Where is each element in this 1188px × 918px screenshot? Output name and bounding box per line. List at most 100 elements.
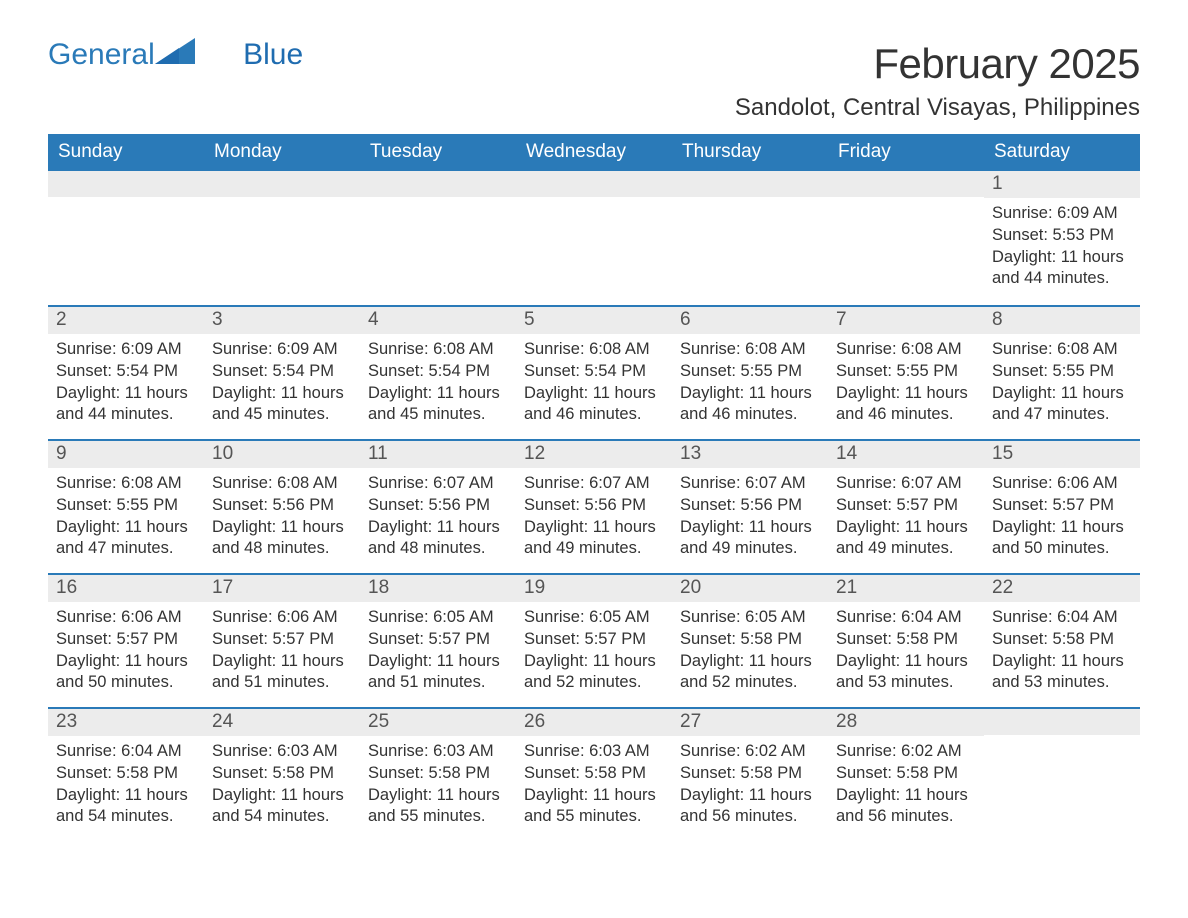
daylight-text: Daylight: 11 hours and 56 minutes. bbox=[680, 785, 820, 829]
title-block: February 2025 Sandolot, Central Visayas,… bbox=[735, 40, 1140, 122]
day-cell: 15Sunrise: 6:06 AMSunset: 5:57 PMDayligh… bbox=[984, 441, 1140, 573]
day-number bbox=[828, 171, 984, 197]
sunset-text: Sunset: 5:56 PM bbox=[524, 495, 664, 517]
sunset-text: Sunset: 5:58 PM bbox=[992, 629, 1132, 651]
day-body: Sunrise: 6:06 AMSunset: 5:57 PMDaylight:… bbox=[984, 468, 1140, 566]
week-row: 9Sunrise: 6:08 AMSunset: 5:55 PMDaylight… bbox=[48, 439, 1140, 573]
header: General Blue February 2025 Sandolot, Cen… bbox=[48, 40, 1140, 122]
daylight-text: Daylight: 11 hours and 46 minutes. bbox=[680, 383, 820, 427]
day-cell: 2Sunrise: 6:09 AMSunset: 5:54 PMDaylight… bbox=[48, 307, 204, 439]
day-body bbox=[516, 197, 672, 208]
day-number: 2 bbox=[48, 307, 204, 334]
day-cell: 7Sunrise: 6:08 AMSunset: 5:55 PMDaylight… bbox=[828, 307, 984, 439]
days-of-week-row: Sunday Monday Tuesday Wednesday Thursday… bbox=[48, 134, 1140, 171]
day-cell: 23Sunrise: 6:04 AMSunset: 5:58 PMDayligh… bbox=[48, 709, 204, 841]
day-number: 6 bbox=[672, 307, 828, 334]
day-number: 8 bbox=[984, 307, 1140, 334]
sunrise-text: Sunrise: 6:04 AM bbox=[992, 607, 1132, 629]
day-body: Sunrise: 6:08 AMSunset: 5:54 PMDaylight:… bbox=[516, 334, 672, 432]
sunrise-text: Sunrise: 6:05 AM bbox=[368, 607, 508, 629]
sunrise-text: Sunrise: 6:07 AM bbox=[368, 473, 508, 495]
day-body: Sunrise: 6:07 AMSunset: 5:56 PMDaylight:… bbox=[672, 468, 828, 566]
daylight-text: Daylight: 11 hours and 51 minutes. bbox=[368, 651, 508, 695]
day-cell: 1Sunrise: 6:09 AMSunset: 5:53 PMDaylight… bbox=[984, 171, 1140, 305]
day-body: Sunrise: 6:05 AMSunset: 5:57 PMDaylight:… bbox=[360, 602, 516, 700]
day-body: Sunrise: 6:09 AMSunset: 5:54 PMDaylight:… bbox=[204, 334, 360, 432]
week-row: 23Sunrise: 6:04 AMSunset: 5:58 PMDayligh… bbox=[48, 707, 1140, 841]
sunset-text: Sunset: 5:55 PM bbox=[56, 495, 196, 517]
day-cell: 26Sunrise: 6:03 AMSunset: 5:58 PMDayligh… bbox=[516, 709, 672, 841]
daylight-text: Daylight: 11 hours and 44 minutes. bbox=[56, 383, 196, 427]
sunrise-text: Sunrise: 6:04 AM bbox=[836, 607, 976, 629]
day-number bbox=[516, 171, 672, 197]
day-body: Sunrise: 6:05 AMSunset: 5:58 PMDaylight:… bbox=[672, 602, 828, 700]
sunrise-text: Sunrise: 6:08 AM bbox=[56, 473, 196, 495]
sunrise-text: Sunrise: 6:02 AM bbox=[680, 741, 820, 763]
sunset-text: Sunset: 5:54 PM bbox=[212, 361, 352, 383]
sunset-text: Sunset: 5:55 PM bbox=[992, 361, 1132, 383]
day-body: Sunrise: 6:09 AMSunset: 5:54 PMDaylight:… bbox=[48, 334, 204, 432]
day-number: 11 bbox=[360, 441, 516, 468]
day-body bbox=[984, 735, 1140, 746]
sunrise-text: Sunrise: 6:06 AM bbox=[56, 607, 196, 629]
day-number: 12 bbox=[516, 441, 672, 468]
sunrise-text: Sunrise: 6:08 AM bbox=[524, 339, 664, 361]
day-body: Sunrise: 6:08 AMSunset: 5:54 PMDaylight:… bbox=[360, 334, 516, 432]
daylight-text: Daylight: 11 hours and 49 minutes. bbox=[524, 517, 664, 561]
day-body: Sunrise: 6:08 AMSunset: 5:55 PMDaylight:… bbox=[48, 468, 204, 566]
day-body: Sunrise: 6:05 AMSunset: 5:57 PMDaylight:… bbox=[516, 602, 672, 700]
day-cell: 14Sunrise: 6:07 AMSunset: 5:57 PMDayligh… bbox=[828, 441, 984, 573]
day-number: 28 bbox=[828, 709, 984, 736]
day-body: Sunrise: 6:08 AMSunset: 5:55 PMDaylight:… bbox=[828, 334, 984, 432]
day-body: Sunrise: 6:03 AMSunset: 5:58 PMDaylight:… bbox=[204, 736, 360, 834]
day-body: Sunrise: 6:06 AMSunset: 5:57 PMDaylight:… bbox=[204, 602, 360, 700]
day-body: Sunrise: 6:07 AMSunset: 5:56 PMDaylight:… bbox=[360, 468, 516, 566]
sunset-text: Sunset: 5:56 PM bbox=[212, 495, 352, 517]
day-cell: 21Sunrise: 6:04 AMSunset: 5:58 PMDayligh… bbox=[828, 575, 984, 707]
sunset-text: Sunset: 5:58 PM bbox=[680, 763, 820, 785]
day-number: 21 bbox=[828, 575, 984, 602]
day-cell bbox=[672, 171, 828, 305]
sunrise-text: Sunrise: 6:07 AM bbox=[524, 473, 664, 495]
day-number: 22 bbox=[984, 575, 1140, 602]
daylight-text: Daylight: 11 hours and 45 minutes. bbox=[212, 383, 352, 427]
daylight-text: Daylight: 11 hours and 50 minutes. bbox=[992, 517, 1132, 561]
sunset-text: Sunset: 5:56 PM bbox=[368, 495, 508, 517]
sunset-text: Sunset: 5:56 PM bbox=[680, 495, 820, 517]
sunset-text: Sunset: 5:53 PM bbox=[992, 225, 1132, 247]
day-body: Sunrise: 6:04 AMSunset: 5:58 PMDaylight:… bbox=[984, 602, 1140, 700]
sunrise-text: Sunrise: 6:05 AM bbox=[680, 607, 820, 629]
daylight-text: Daylight: 11 hours and 51 minutes. bbox=[212, 651, 352, 695]
day-cell: 6Sunrise: 6:08 AMSunset: 5:55 PMDaylight… bbox=[672, 307, 828, 439]
day-number: 18 bbox=[360, 575, 516, 602]
day-number bbox=[204, 171, 360, 197]
dow-tuesday: Tuesday bbox=[360, 134, 516, 171]
day-number: 4 bbox=[360, 307, 516, 334]
daylight-text: Daylight: 11 hours and 47 minutes. bbox=[56, 517, 196, 561]
sunrise-text: Sunrise: 6:09 AM bbox=[992, 203, 1132, 225]
day-body: Sunrise: 6:04 AMSunset: 5:58 PMDaylight:… bbox=[828, 602, 984, 700]
day-cell bbox=[204, 171, 360, 305]
sunset-text: Sunset: 5:54 PM bbox=[524, 361, 664, 383]
sunset-text: Sunset: 5:54 PM bbox=[56, 361, 196, 383]
day-cell: 19Sunrise: 6:05 AMSunset: 5:57 PMDayligh… bbox=[516, 575, 672, 707]
week-row: 1Sunrise: 6:09 AMSunset: 5:53 PMDaylight… bbox=[48, 171, 1140, 305]
day-cell: 25Sunrise: 6:03 AMSunset: 5:58 PMDayligh… bbox=[360, 709, 516, 841]
daylight-text: Daylight: 11 hours and 49 minutes. bbox=[836, 517, 976, 561]
dow-friday: Friday bbox=[828, 134, 984, 171]
daylight-text: Daylight: 11 hours and 48 minutes. bbox=[368, 517, 508, 561]
day-number: 23 bbox=[48, 709, 204, 736]
logo-text: General Blue bbox=[48, 40, 303, 70]
logo-general: General bbox=[48, 38, 155, 71]
day-body: Sunrise: 6:03 AMSunset: 5:58 PMDaylight:… bbox=[360, 736, 516, 834]
sunset-text: Sunset: 5:58 PM bbox=[212, 763, 352, 785]
day-body: Sunrise: 6:06 AMSunset: 5:57 PMDaylight:… bbox=[48, 602, 204, 700]
dow-saturday: Saturday bbox=[984, 134, 1140, 171]
day-cell: 20Sunrise: 6:05 AMSunset: 5:58 PMDayligh… bbox=[672, 575, 828, 707]
day-cell bbox=[984, 709, 1140, 841]
location: Sandolot, Central Visayas, Philippines bbox=[735, 94, 1140, 122]
day-number: 26 bbox=[516, 709, 672, 736]
day-number: 10 bbox=[204, 441, 360, 468]
sunset-text: Sunset: 5:58 PM bbox=[680, 629, 820, 651]
daylight-text: Daylight: 11 hours and 52 minutes. bbox=[524, 651, 664, 695]
